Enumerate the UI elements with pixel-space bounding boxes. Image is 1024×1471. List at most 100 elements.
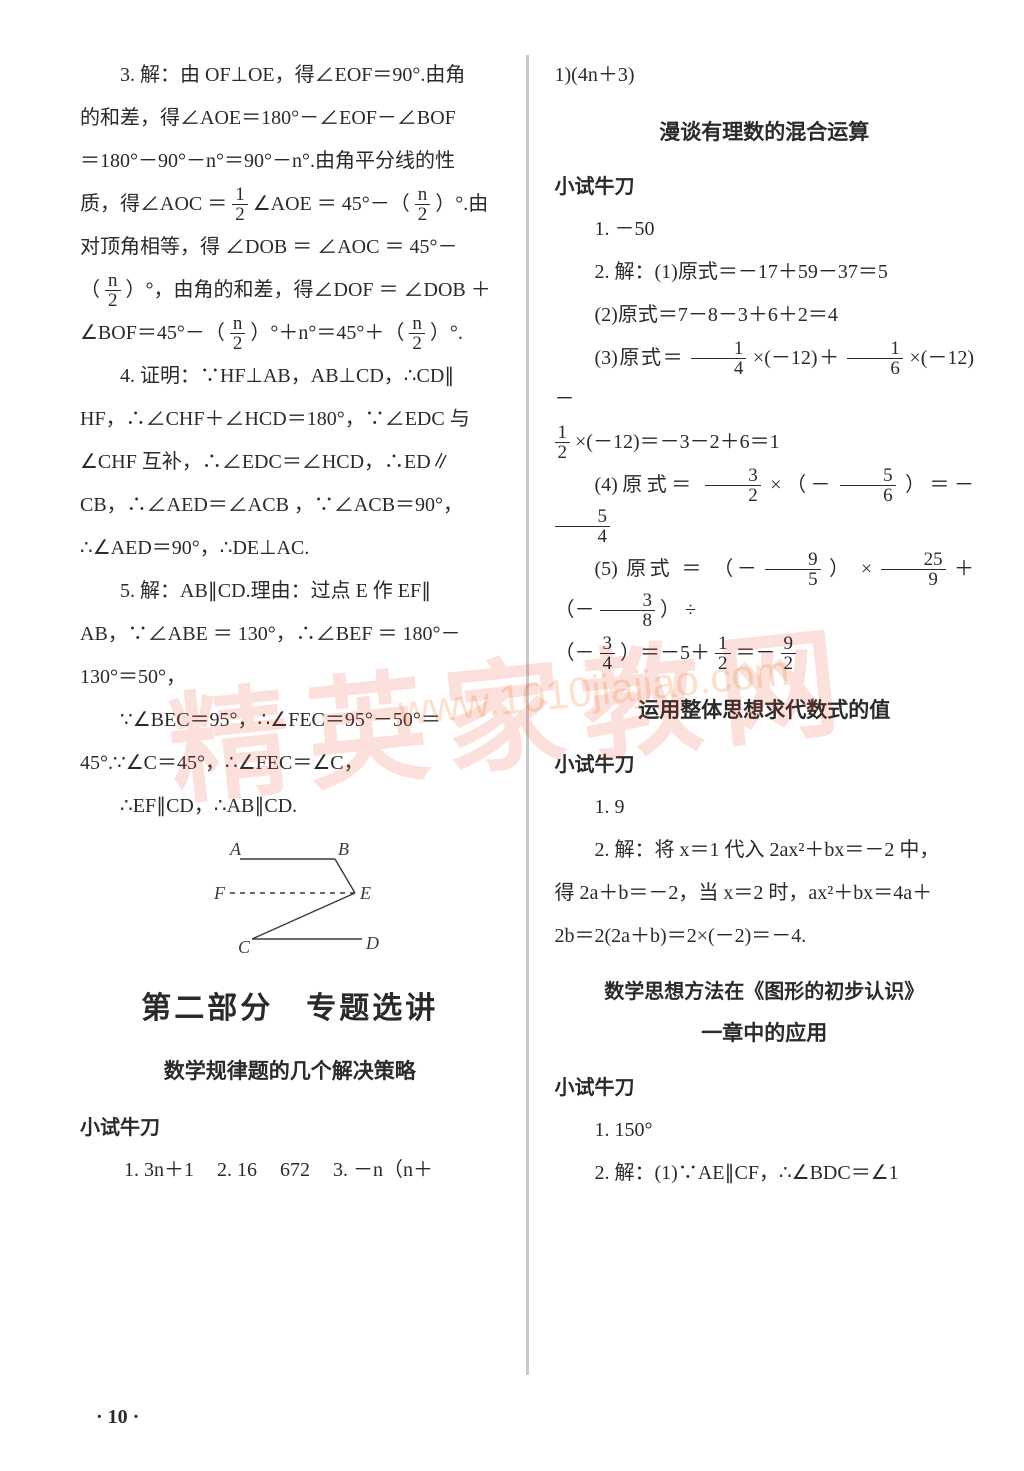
frac-num: 1	[715, 634, 731, 654]
r2d: (4)原式＝ 32 ×（－ 56 ）＝－ 54	[555, 465, 975, 547]
p3-b: 的和差，得∠AOE＝180°－∠EOF－∠BOF	[80, 98, 500, 139]
column-divider	[526, 55, 529, 1375]
r-label1: 小试牛刀	[555, 170, 975, 199]
p4-a: 4. 证明：∵HF⊥AB，AB⊥CD，∴CD∥	[80, 356, 500, 397]
r-h2: 运用整体思想求代数式的值	[555, 694, 975, 724]
frac-den: 2	[415, 205, 431, 224]
r2a: 2. 解：(1)原式＝－17＋59－37＝5	[555, 252, 975, 293]
p3-d-pre: 质，得∠AOC ＝	[80, 193, 232, 215]
r-label3: 小试牛刀	[555, 1071, 975, 1100]
p4-d: CB，∴∠AED＝∠ACB ，∵∠ACB＝90°，	[80, 485, 500, 526]
txt: ＝－	[736, 642, 776, 664]
r-cont: 1)(4n＋3)	[555, 55, 975, 96]
txt: (4)原式＝	[595, 474, 696, 496]
q3: 3. －n（n＋	[333, 1150, 433, 1190]
frac: n2	[415, 185, 431, 224]
r-h1: 漫谈有理数的混合运算	[555, 116, 975, 146]
frac-den: 2	[781, 654, 797, 673]
p4-c: ∠CHF 互补，∴∠EDC＝∠HCD，∴ED∥	[80, 442, 500, 483]
frac-num: 1	[232, 185, 248, 205]
frac-num: 3	[600, 591, 656, 611]
frac-den: 6	[847, 359, 903, 378]
t2: 2. 解：(1)∵AE∥CF，∴∠BDC＝∠1	[555, 1153, 975, 1194]
r2e2: （－ 34 ）＝－5＋ 12 ＝－ 92	[555, 633, 975, 674]
txt: （	[80, 279, 100, 301]
p3-a: 3. 解：由 OF⊥OE，得∠EOF＝90°.由角	[80, 55, 500, 96]
frac-num: 9	[765, 550, 821, 570]
frac: n2	[409, 314, 425, 353]
frac-num: 1	[691, 339, 747, 359]
s2c: 2b＝2(2a＋b)＝2×(－2)＝－4.	[555, 916, 975, 957]
frac: 12	[715, 634, 731, 673]
p3-d: 质，得∠AOC ＝ 12 ∠AOE ＝ 45°－（ n2 ）°.由	[80, 184, 500, 225]
fig-label-f: F	[213, 883, 226, 903]
frac-num: 9	[781, 634, 797, 654]
frac-num: n	[230, 314, 246, 334]
p5-b: AB，∵∠ABE ＝ 130°，∴∠BEF ＝ 180°－	[80, 614, 500, 655]
frac: 54	[555, 507, 611, 546]
frac-den: 6	[840, 486, 896, 505]
fig-label-c: C	[238, 937, 251, 957]
frac: 95	[765, 550, 821, 589]
s1: 1. 9	[555, 787, 975, 828]
txt: ） ÷	[660, 599, 696, 621]
left-column: 3. 解：由 OF⊥OE，得∠EOF＝90°.由角 的和差，得∠AOE＝180°…	[80, 55, 500, 1426]
frac-den: 2	[105, 291, 121, 310]
frac-num: 1	[847, 339, 903, 359]
p3-c: ＝180°－90°－n°＝90°－n°.由角平分线的性	[80, 141, 500, 182]
p5-f: ∴EF∥CD，∴AB∥CD.	[80, 786, 500, 827]
r-label2: 小试牛刀	[555, 748, 975, 777]
frac-num: n	[415, 185, 431, 205]
frac-num: n	[409, 314, 425, 334]
frac-den: 2	[555, 443, 571, 462]
frac-num: 5	[840, 466, 896, 486]
part-heading: 第二部分 专题选讲	[80, 983, 500, 1027]
r2c2: 12 ×(－12)＝－3－2＋6＝1	[555, 422, 975, 463]
frac-den: 4	[600, 654, 616, 673]
fig-label-d: D	[365, 933, 379, 953]
p5-e: 45°.∵∠C＝45°，∴∠FEC＝∠C，	[80, 743, 500, 784]
frac: 32	[705, 466, 761, 505]
p3-e: 对顶角相等，得 ∠DOB ＝ ∠AOC ＝ 45°－	[80, 227, 500, 268]
frac: 56	[840, 466, 896, 505]
r1: 1. －50	[555, 209, 975, 250]
frac-num: 25	[881, 550, 946, 570]
txt: ）＝－	[905, 474, 974, 496]
frac: n2	[230, 314, 246, 353]
frac-num: 5	[555, 507, 611, 527]
txt: ）°.	[430, 322, 463, 344]
frac-num: 3	[705, 466, 761, 486]
txt: ×(－12)＝－3－2＋6＝1	[575, 431, 780, 453]
txt: ∠BOF＝45°－（	[80, 322, 225, 344]
frac-den: 2	[715, 654, 731, 673]
p3-d-post: ）°.由	[435, 193, 488, 215]
label-xsnd: 小试牛刀	[80, 1111, 500, 1140]
txt: ）＝－5＋	[620, 642, 710, 664]
q1: 1. 3n＋1	[124, 1150, 194, 1190]
frac-num: 1	[555, 423, 571, 443]
fig-label-a: A	[229, 839, 242, 859]
frac-num: 3	[600, 634, 616, 654]
txt: ×（－	[770, 474, 830, 496]
frac: 12	[232, 185, 248, 224]
frac-den: 2	[705, 486, 761, 505]
r-h3a: 数学思想方法在《图形的初步认识》	[555, 973, 975, 1011]
txt: ×(－12)＋	[753, 347, 841, 369]
txt: ）°，由角的和差，得∠DOF ＝ ∠DOB ＋	[126, 279, 491, 301]
p5-c: 130°＝50°，	[80, 657, 500, 698]
p5-a: 5. 解：AB∥CD.理由：过点 E 作 EF∥	[80, 571, 500, 612]
frac-den: 4	[555, 527, 611, 546]
frac-den: 4	[691, 359, 747, 378]
fig-label-e: E	[359, 883, 371, 903]
r2b: (2)原式＝7－8－3＋6＋2＝4	[555, 295, 975, 336]
sub-heading-1: 数学规律题的几个解决策略	[80, 1055, 500, 1085]
frac: 38	[600, 591, 656, 630]
right-column: 1)(4n＋3) 漫谈有理数的混合运算 小试牛刀 1. －50 2. 解：(1)…	[555, 55, 975, 1426]
txt: （－	[555, 642, 595, 664]
txt: (5) 原式 ＝ （－	[595, 558, 757, 580]
r2c: (3)原式＝ 14 ×(－12)＋ 16 ×(－12)－	[555, 338, 975, 420]
frac-den: 9	[881, 570, 946, 589]
txt: (3)原式＝	[595, 347, 685, 369]
frac-den: 5	[765, 570, 821, 589]
p4-b: HF，∴∠CHF＋∠HCD＝180°，∵∠EDC 与	[80, 399, 500, 440]
